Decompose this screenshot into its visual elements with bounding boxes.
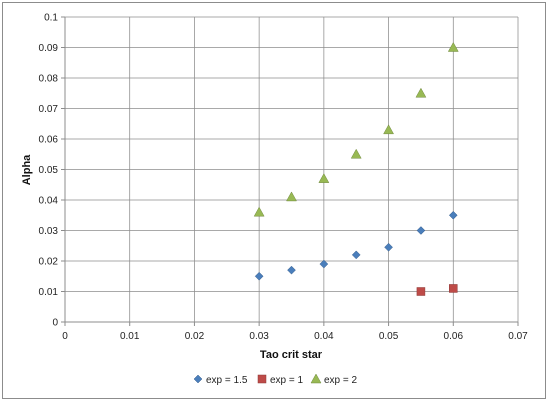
y-tick-label: 0.02 xyxy=(39,257,59,268)
x-axis-title: Tao crit star xyxy=(260,349,323,361)
y-tick-label: 0.01 xyxy=(39,287,59,298)
triangle-data-point xyxy=(253,206,265,217)
triangle-legend-icon xyxy=(310,373,322,384)
x-tick-label: 0.06 xyxy=(444,331,464,342)
square-data-point xyxy=(449,284,458,293)
legend-label: exp = 2 xyxy=(324,375,358,386)
y-tick-label: 0.07 xyxy=(39,104,59,115)
x-tick-label: 0.02 xyxy=(185,331,205,342)
diamond-legend-icon xyxy=(193,374,203,384)
triangle-data-point xyxy=(383,124,394,135)
diamond-data-point xyxy=(351,250,361,260)
diamond-data-point xyxy=(416,226,426,235)
y-tick-label: 0.09 xyxy=(39,43,59,54)
y-tick-label: 0 xyxy=(52,318,58,329)
y-tick-label: 0.06 xyxy=(39,135,59,146)
legend-item: exp = 2 xyxy=(310,373,358,386)
legend-label: exp = 1.5 xyxy=(206,375,248,386)
legend-item: exp = 1 xyxy=(257,374,304,386)
square-data-point xyxy=(416,287,426,296)
diamond-data-point xyxy=(287,265,296,275)
tick-labels: 0 0.01 0.02 0.03 0.04 0.05 0.06 0.07 0 0.01 0.02 0.… xyxy=(39,13,529,343)
legend-label: exp = 1 xyxy=(270,375,304,386)
legend-item: exp = 1.5 xyxy=(193,374,248,386)
diamond-data-point xyxy=(448,210,458,220)
x-tick-label: 0.03 xyxy=(249,331,269,342)
chart-frame xyxy=(2,2,546,399)
legend: exp = 1.5 exp = 1 exp = 2 xyxy=(193,373,358,386)
y-tick-label: 0.05 xyxy=(39,165,59,176)
grid-lines xyxy=(65,16,519,322)
x-tick-label: 0 xyxy=(62,331,68,342)
diamond-data-point xyxy=(254,271,264,281)
series-square xyxy=(416,284,458,296)
x-tick-label: 0.04 xyxy=(314,331,334,342)
triangle-data-point xyxy=(350,148,362,159)
data-points xyxy=(253,41,459,296)
diamond-data-point xyxy=(384,242,393,252)
triangle-data-point xyxy=(286,191,297,202)
y-tick-label: 0.04 xyxy=(39,196,59,207)
y-tick-label: 0.03 xyxy=(39,226,59,237)
x-tick-label: 0.01 xyxy=(120,331,140,342)
y-axis-title: Alpha xyxy=(21,154,33,185)
triangle-data-point xyxy=(318,173,330,183)
y-tick-label: 0.1 xyxy=(44,13,58,24)
axes xyxy=(61,16,519,326)
y-tick-label: 0.08 xyxy=(39,74,59,85)
diamond-data-point xyxy=(319,259,329,269)
triangle-data-point xyxy=(415,87,427,98)
series-diamond xyxy=(254,210,458,281)
series-triangle xyxy=(253,41,459,217)
x-tick-label: 0.05 xyxy=(379,331,399,342)
triangle-data-point xyxy=(447,41,459,52)
square-legend-icon xyxy=(257,374,267,384)
x-tick-label: 0.07 xyxy=(508,331,528,342)
